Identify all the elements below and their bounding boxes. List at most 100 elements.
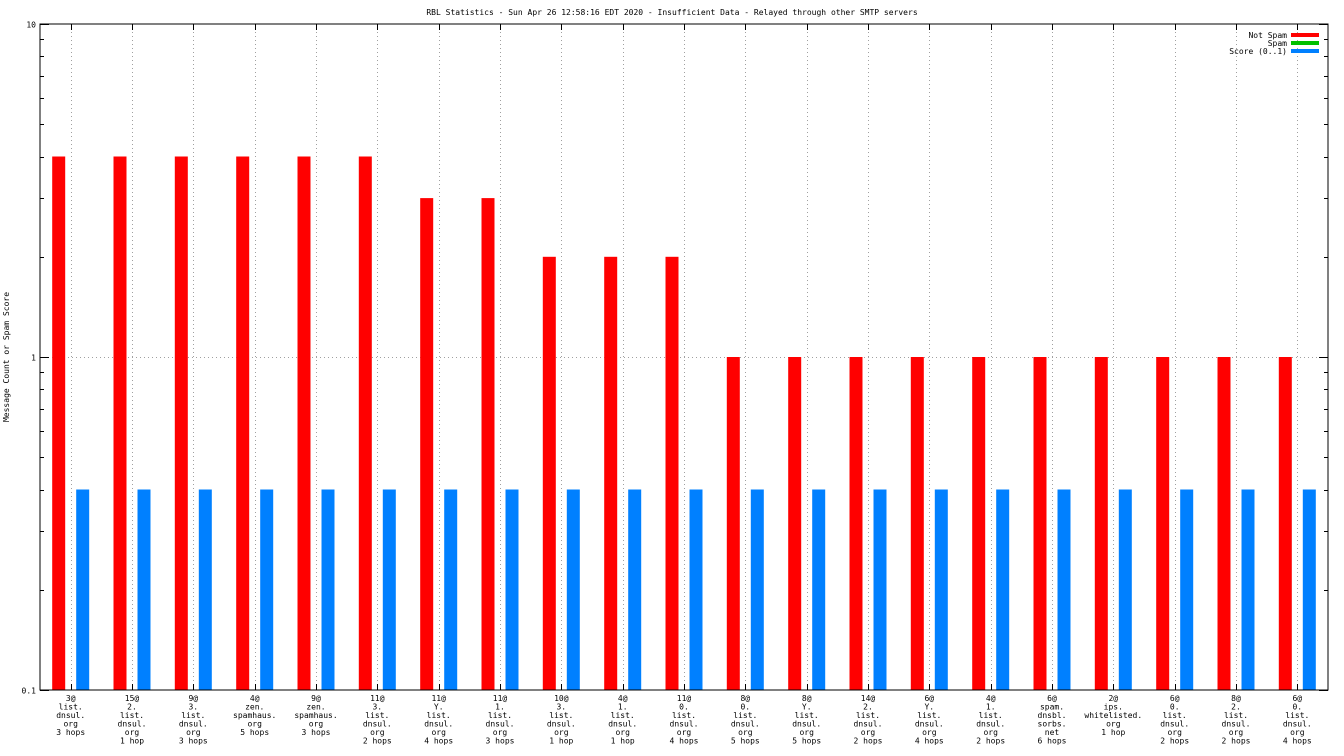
x-tick-label: 8@ 2. list. dnsul. org 2 hops — [1222, 694, 1251, 746]
x-tick-label-line: 6@ — [1292, 694, 1302, 703]
bar-not-spam — [113, 156, 127, 690]
x-tick-label-line: org — [247, 720, 262, 729]
x-tick-label-line: 1 hop — [120, 737, 144, 746]
bar-not-spam — [910, 357, 924, 690]
x-tick-label-line: 2 hops — [1222, 737, 1251, 746]
bar-not-spam — [1217, 357, 1231, 690]
bar-score-0-1 — [1118, 489, 1132, 690]
x-tick-label-line: 2 hops — [976, 737, 1005, 746]
legend-swatch — [1291, 33, 1319, 37]
x-tick-label-line: org — [1167, 728, 1182, 737]
bar-not-spam — [52, 156, 66, 690]
x-tick-label-line: dnsul. — [1222, 720, 1251, 729]
x-tick-label: 4@ zen. spamhaus. org 5 hops — [233, 694, 276, 737]
x-tick-label-line: net — [1045, 728, 1060, 737]
x-tick-label-line: 2. — [863, 703, 873, 712]
x-tick-label-line: zen. — [245, 703, 264, 712]
bar-not-spam — [174, 156, 188, 690]
bar-score-0-1 — [812, 489, 826, 690]
bar-not-spam — [297, 156, 311, 690]
legend-swatch — [1291, 49, 1319, 53]
x-tick-label-line: 2 hops — [363, 737, 392, 746]
x-tick-label-line: list. — [979, 711, 1003, 720]
x-tick-label-line: dnsul. — [118, 720, 147, 729]
bar-not-spam — [358, 156, 372, 690]
x-tick-label-line: 3@ — [66, 694, 76, 703]
x-tick-label-line: 8@ — [740, 694, 750, 703]
x-tick-label-line: 11@ — [677, 694, 692, 703]
x-tick-label: 8@ 0. list. dnsul. org 5 hops — [731, 694, 760, 746]
x-tick-label: 4@ 1. list. dnsul. org 1 hop — [608, 694, 637, 746]
x-tick-label-line: org — [1229, 728, 1244, 737]
x-tick-label-line: 2 hops — [854, 737, 883, 746]
x-tick-label: 6@ spam. dnsbl. sorbs. net 6 hops — [1038, 694, 1067, 746]
x-tick-label-line: org — [431, 728, 446, 737]
bar-score-0-1 — [1302, 489, 1316, 690]
x-tick-label-line: 0. — [740, 703, 750, 712]
x-tick-label-line: zen. — [306, 703, 325, 712]
x-tick-label-line: dnsul. — [1160, 720, 1189, 729]
legend-label: Spam — [1268, 39, 1287, 48]
x-tick-label-line: 14@ — [861, 694, 876, 703]
x-tick-label-line: dnsul. — [363, 720, 392, 729]
y-tick-label: 0.1 — [22, 687, 37, 696]
bar-not-spam — [1094, 357, 1108, 690]
bar-score-0-1 — [444, 489, 458, 690]
x-tick-label-line: 1. — [495, 703, 505, 712]
x-tick-label-line: 2@ — [1108, 694, 1118, 703]
x-tick-label-line: org — [983, 728, 998, 737]
x-tick-label: 11@ 0. list. dnsul. org 4 hops — [670, 694, 699, 746]
x-tick-label-line: list. — [181, 711, 205, 720]
x-tick-label-line: list. — [1163, 711, 1187, 720]
x-tick-label-line: org — [1106, 720, 1121, 729]
x-tick-label: 6@ 0. list. dnsul. org 4 hops — [1283, 694, 1312, 746]
x-tick-label-line: org — [922, 728, 937, 737]
x-tick-label-line: spamhaus. — [294, 711, 337, 720]
y-tick-label: 10 — [26, 21, 36, 30]
x-tick-label-line: 4 hops — [1283, 737, 1312, 746]
x-tick-label-line: list. — [427, 711, 451, 720]
legend-label: Score (0..1) — [1229, 47, 1287, 56]
x-tick-label-line: 1 hop — [611, 737, 635, 746]
x-tick-label-line: 4@ — [986, 694, 996, 703]
x-tick-label-line: spamhaus. — [233, 711, 276, 720]
bar-score-0-1 — [996, 489, 1010, 690]
x-tick-label: 11@ 1. list. dnsul. org 3 hops — [486, 694, 515, 746]
bar-score-0-1 — [1180, 489, 1194, 690]
x-tick-label-line: 6@ — [924, 694, 934, 703]
x-tick-label: 11@ Y. list. dnsul. org 4 hops — [424, 694, 453, 746]
x-tick-label-line: 0. — [679, 703, 689, 712]
bar-score-0-1 — [934, 489, 948, 690]
x-tick-label-line: 5 hops — [731, 737, 760, 746]
bar-not-spam — [849, 357, 863, 690]
x-tick-label: 15@ 2. list. dnsul. org 1 hop — [118, 694, 147, 746]
bar-score-0-1 — [505, 489, 519, 690]
x-tick-label-line: 2. — [1231, 703, 1241, 712]
x-tick-label-line: 3 hops — [179, 737, 208, 746]
x-tick-label: 3@ list. dnsul. org 3 hops — [56, 694, 85, 737]
x-tick-label: 4@ 1. list. dnsul. org 2 hops — [976, 694, 1005, 746]
bar-score-0-1 — [1241, 489, 1255, 690]
x-tick-label-line: 6 hops — [1038, 737, 1067, 746]
x-tick-label-line: org — [554, 728, 569, 737]
x-tick-label-line: 6@ — [1170, 694, 1180, 703]
bar-score-0-1 — [750, 489, 764, 690]
grid-lines — [40, 24, 1328, 690]
x-tick-label-line: list. — [549, 711, 573, 720]
x-tick-label-line: 4@ — [250, 694, 260, 703]
bar-not-spam — [1278, 357, 1292, 690]
x-tick-label-line: org — [799, 728, 814, 737]
x-tick-label-line: 11@ — [370, 694, 385, 703]
x-tick-label-line: Y. — [924, 703, 934, 712]
bar-score-0-1 — [1057, 489, 1071, 690]
x-tick-label-line: list. — [488, 711, 512, 720]
x-tick-label-line: 5 hops — [240, 728, 269, 737]
x-tick-label-line: ips. — [1104, 703, 1123, 712]
bar-not-spam — [542, 256, 556, 690]
x-tick-label-line: org — [493, 728, 508, 737]
x-tick-label-line: dnsul. — [486, 720, 515, 729]
x-tick-label-line: list. — [733, 711, 757, 720]
x-tick-label-line: 4 hops — [670, 737, 699, 746]
